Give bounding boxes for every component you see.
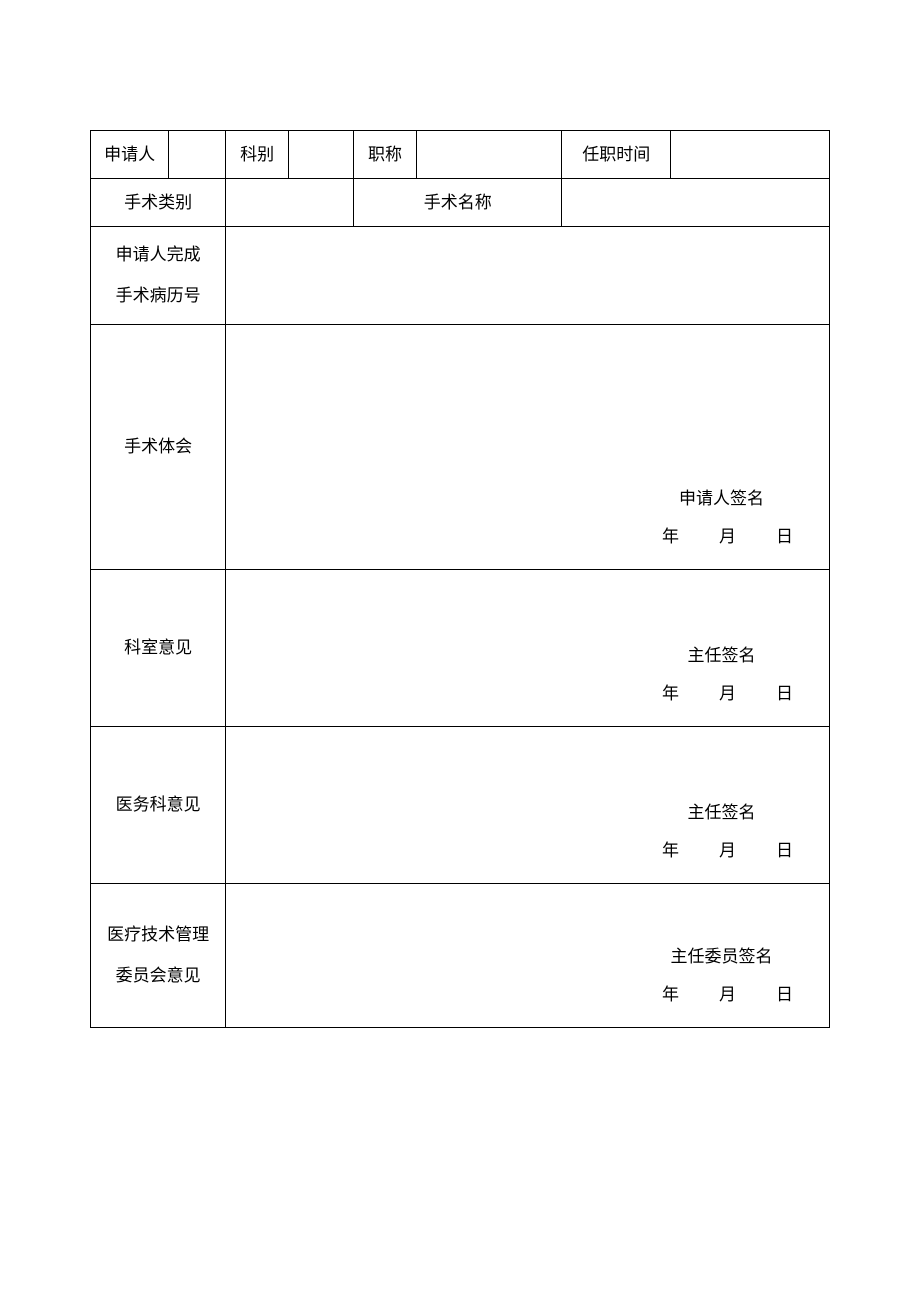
label-record-number: 申请人完成 手术病历号 [91, 227, 226, 325]
label-committee-line1: 医疗技术管理 [107, 925, 209, 944]
label-chairman-signature: 主任委员签名 [662, 938, 829, 975]
value-surgery-name[interactable] [562, 179, 830, 227]
label-applicant-signature: 申请人签名 [662, 480, 829, 517]
row-basic-info: 申请人 科别 职称 任职时间 [91, 131, 830, 179]
row-surgery-type: 手术类别 手术名称 [91, 179, 830, 227]
application-form-table: 申请人 科别 职称 任职时间 手术类别 手术名称 申请人完成 手术病历号 手术体… [90, 130, 830, 1028]
label-month: 月 [719, 675, 736, 712]
value-record-number[interactable] [226, 227, 830, 325]
value-surgery-type[interactable] [226, 179, 354, 227]
row-dept-opinion: 科室意见 主任签名 年 月 日 [91, 570, 830, 727]
label-director-signature2: 主任签名 [662, 794, 829, 831]
label-year: 年 [662, 518, 679, 555]
label-month: 月 [719, 976, 736, 1013]
label-surgery-type: 手术类别 [91, 179, 226, 227]
label-year: 年 [662, 675, 679, 712]
label-surgery-name: 手术名称 [354, 179, 562, 227]
label-applicant: 申请人 [91, 131, 169, 179]
label-title: 职称 [354, 131, 417, 179]
date-line-director1: 年月日 [662, 675, 829, 712]
row-experience: 手术体会 申请人签名 年 月 日 [91, 325, 830, 570]
label-department: 科别 [226, 131, 289, 179]
label-record-line2: 手术病历号 [116, 286, 201, 305]
date-line-chairman: 年月日 [662, 976, 829, 1013]
value-department[interactable] [289, 131, 354, 179]
signature-block-applicant: 申请人签名 年 月 日 [662, 480, 829, 555]
label-year: 年 [662, 976, 679, 1013]
label-day: 日 [776, 832, 793, 869]
label-day: 日 [776, 976, 793, 1013]
value-experience[interactable]: 申请人签名 年 月 日 [226, 325, 830, 570]
value-tenure[interactable] [671, 131, 830, 179]
row-committee-opinion: 医疗技术管理 委员会意见 主任委员签名 年 月 日 [91, 884, 830, 1028]
label-director-signature1: 主任签名 [662, 637, 829, 674]
label-day: 日 [776, 518, 793, 555]
signature-block-chairman: 主任委员签名 年 月 日 [662, 938, 829, 1013]
value-medical-opinion[interactable]: 主任签名 年 月 日 [226, 727, 830, 884]
label-month: 月 [719, 832, 736, 869]
signature-block-director2: 主任签名 年 月 日 [662, 794, 829, 869]
row-record-number: 申请人完成 手术病历号 [91, 227, 830, 325]
value-title[interactable] [416, 131, 562, 179]
value-applicant[interactable] [169, 131, 226, 179]
label-day: 日 [776, 675, 793, 712]
label-record-line1: 申请人完成 [116, 245, 201, 264]
label-medical-opinion: 医务科意见 [91, 727, 226, 884]
label-committee-line2: 委员会意见 [116, 966, 201, 985]
label-month: 月 [719, 518, 736, 555]
label-experience: 手术体会 [91, 325, 226, 570]
date-line-director2: 年月日 [662, 832, 829, 869]
date-line-applicant: 年月日 [662, 518, 829, 555]
signature-block-director1: 主任签名 年 月 日 [662, 637, 829, 712]
label-dept-opinion: 科室意见 [91, 570, 226, 727]
value-dept-opinion[interactable]: 主任签名 年 月 日 [226, 570, 830, 727]
row-medical-opinion: 医务科意见 主任签名 年 月 日 [91, 727, 830, 884]
label-committee-opinion: 医疗技术管理 委员会意见 [91, 884, 226, 1028]
label-tenure: 任职时间 [562, 131, 671, 179]
label-year: 年 [662, 832, 679, 869]
value-committee-opinion[interactable]: 主任委员签名 年 月 日 [226, 884, 830, 1028]
